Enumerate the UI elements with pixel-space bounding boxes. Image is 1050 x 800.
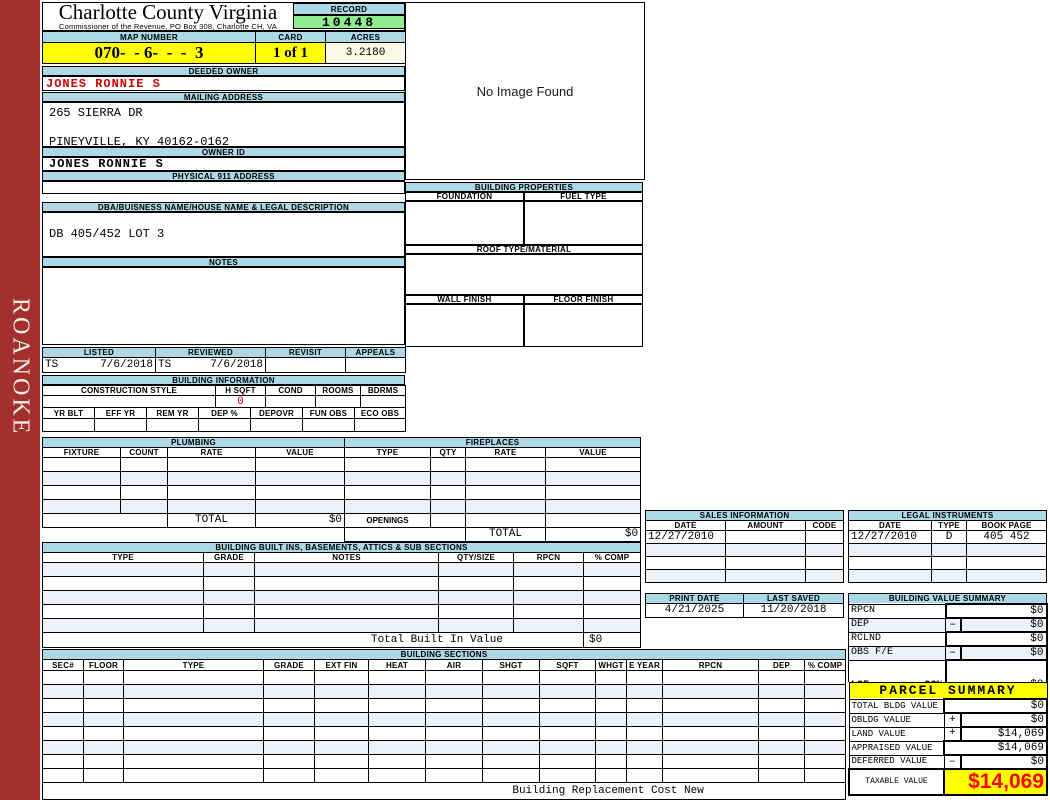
deeded-owner-label: DEEDED OWNER [42, 66, 405, 76]
listed-label: LISTED [42, 347, 156, 358]
building-properties-title: BUILDING PROPERTIES [405, 182, 643, 192]
legal-description-label: DBA/BUISNESS NAME/HOUSE NAME & LEGAL DES… [42, 202, 405, 212]
plumbing-title: PLUMBING [41, 437, 346, 448]
built-ins-title: BUILDING BUILT INS, BASEMENTS, ATTICS & … [41, 542, 642, 553]
reviewed-value: TS 7/6/2018 [155, 357, 266, 373]
built-ins-total-value: $0 [582, 632, 642, 648]
roof-type-box [405, 254, 643, 295]
fuel-type-label: FUEL TYPE [524, 192, 643, 201]
legal-description-value: DB 405/452 LOT 3 [49, 227, 165, 241]
building-style-table: CONSTRUCTION STYLE H SQFT COND ROOMS BDR… [42, 385, 406, 409]
listed-value: TS 7/6/2018 [42, 357, 156, 373]
built-ins-table: BUILDING BUILT INS, BASEMENTS, ATTICS & … [41, 542, 642, 648]
notes-label: NOTES [42, 257, 405, 267]
foundation-box [405, 201, 524, 245]
building-information-title: BUILDING INFORMATION [42, 375, 405, 385]
notes-box [42, 267, 405, 345]
plumbing-table: PLUMBING FIXTURE COUNT RATE VALUE TOTAL $0 [41, 437, 346, 528]
roof-type-label: ROOF TYPE/MATERIAL [405, 245, 643, 254]
legal-instruments-title: LEGAL INSTRUMENTS [847, 510, 1048, 521]
legal-instruments-table: LEGAL INSTRUMENTS DATE TYPE BOOK PAGE 12… [847, 510, 1048, 583]
print-date-label: PRINT DATE [645, 593, 744, 604]
map-number-value: 070- - 6- - - 3 [42, 42, 256, 64]
print-saved-table: PRINT DATE LAST SAVED 4/21/2025 11/20/20… [645, 593, 844, 618]
mailing-address-label: MAILING ADDRESS [42, 92, 405, 102]
visits-table: LISTED REVIEWED REVISIT APPEALS TS 7/6/20… [42, 347, 406, 373]
sales-information-table: SALES INFORMATION DATE AMOUNT CODE 12/27… [645, 510, 844, 583]
openings-label: OPENINGS [344, 513, 431, 528]
appeals-label: APPEALS [345, 347, 406, 358]
appeals-value [345, 357, 406, 373]
taxable-value: $14,069 [943, 768, 1048, 796]
plumbing-total-label: TOTAL [167, 513, 256, 528]
floor-finish-box [524, 304, 643, 347]
no-image-text: No Image Found [476, 83, 574, 99]
print-date-value: 4/21/2025 [645, 603, 744, 618]
no-image-panel: No Image Found [405, 2, 645, 180]
wall-finish-box [405, 304, 524, 347]
acres-label: ACRES [325, 31, 406, 43]
parcel-summary-title: PARCEL SUMMARY [848, 682, 1048, 700]
mailing-line1: 265 SIERRA DR [49, 106, 143, 120]
physical-911-label: PHYSICAL 911 ADDRESS [42, 171, 405, 181]
county-subtitle: Commissioner of the Revenue, PO Box 308,… [58, 22, 278, 31]
wall-finish-label: WALL FINISH [405, 295, 524, 304]
county-title: Charlotte County Virginia [58, 0, 278, 24]
floor-finish-label: FLOOR FINISH [524, 295, 643, 304]
fireplaces-total-label: TOTAL [465, 527, 546, 542]
building-value-summary-title: BUILDING VALUE SUMMARY [848, 593, 1047, 605]
sidebar-vertical-label: ROANOKE [7, 298, 34, 437]
parcel-summary-table: PARCEL SUMMARY TOTAL BLDG VALUE $0 OBLDG… [848, 682, 1048, 796]
acres-value: 3.2180 [325, 42, 406, 64]
taxable-value-label: TAXABLE VALUE [848, 768, 945, 796]
physical-911-value [42, 181, 405, 194]
fireplaces-title: FIREPLACES [343, 437, 642, 448]
building-sections-table: BUILDING SECTIONS SEC# FLOOR TYPE GRADE EX… [41, 649, 847, 800]
building-year-table: YR BLT EFF YR REM YR DEP % DEPOVR FUN OB… [42, 407, 406, 432]
owner-id-value: JONES RONNIE S [42, 157, 405, 171]
deeded-owner-value: JONES RONNIE S [42, 76, 405, 91]
card-value: 1 of 1 [255, 42, 326, 64]
mailing-line2: PINEYVILLE, KY 40162-0162 [49, 135, 230, 149]
revisit-value [265, 357, 346, 373]
built-ins-total-label: Total Built In Value [42, 632, 584, 648]
foundation-label: FOUNDATION [405, 192, 524, 201]
building-sections-title: BUILDING SECTIONS [41, 649, 847, 660]
building-replacement-footer: Building Replacement Cost New [41, 782, 847, 800]
sales-information-title: SALES INFORMATION [645, 510, 844, 521]
fuel-type-box [524, 201, 643, 245]
reviewed-label: REVIEWED [155, 347, 266, 358]
last-saved-value: 11/20/2018 [743, 603, 844, 618]
owner-id-label: OWNER ID [42, 147, 405, 157]
legal-description-box: DB 405/452 LOT 3 [42, 212, 405, 257]
last-saved-label: LAST SAVED [743, 593, 844, 604]
mailing-address-box: 265 SIERRA DR PINEYVILLE, KY 40162-0162 [42, 102, 405, 149]
fireplaces-table: FIREPLACES TYPE QTY RATE VALUE OPENINGS TO… [343, 437, 642, 542]
plumbing-total-value: $0 [254, 513, 346, 528]
revisit-label: REVISIT [265, 347, 346, 358]
record-value: 10448 [293, 15, 405, 30]
sidebar-band: ROANOKE [0, 0, 40, 800]
map-card-acres-table: MAP NUMBER CARD ACRES 070- - 6- - - 3 1 … [42, 31, 406, 64]
fireplaces-total-value: $0 [544, 527, 642, 542]
record-label: RECORD [293, 3, 405, 15]
card-label: CARD [255, 31, 326, 43]
map-number-label: MAP NUMBER [42, 31, 256, 43]
